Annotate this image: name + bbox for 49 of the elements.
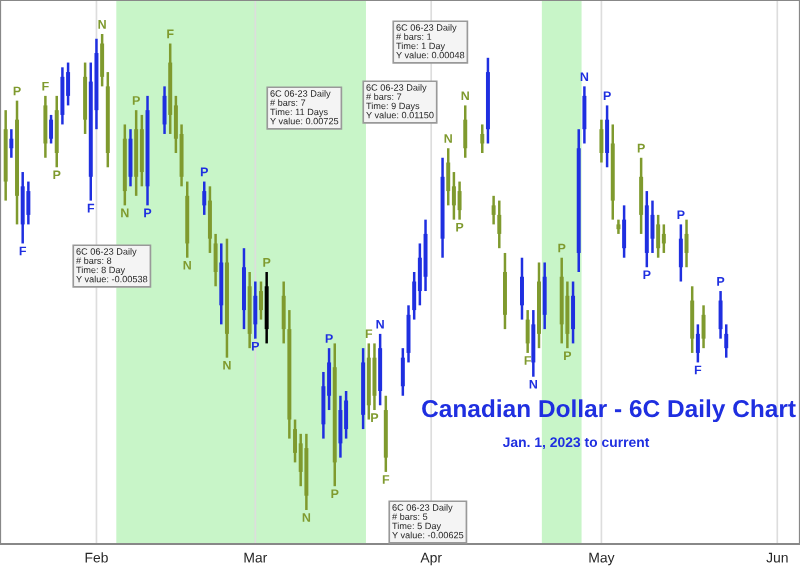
candlestick (502, 251, 507, 331)
candlestick (162, 85, 167, 136)
candlestick (695, 323, 700, 364)
candlestick (20, 170, 25, 245)
candlestick (701, 304, 706, 350)
candlestick (571, 280, 576, 345)
candlestick (661, 223, 666, 255)
candlestick (457, 180, 462, 221)
candlestick (15, 99, 20, 226)
candlestick (639, 156, 644, 236)
candlestick (54, 94, 59, 169)
candlestick (60, 66, 65, 126)
candlestick (644, 189, 649, 269)
candlestick (678, 223, 683, 283)
candlestick (622, 204, 627, 259)
candlestick (520, 256, 524, 321)
candlestick (531, 308, 536, 378)
candlestick (690, 285, 695, 355)
candlestick (9, 127, 14, 160)
candlestick (264, 270, 269, 345)
candlestick (559, 256, 564, 345)
candlestick (259, 280, 263, 321)
candlestick (304, 432, 309, 512)
candlestick (338, 394, 343, 459)
candlestick (599, 118, 604, 164)
candlestick (525, 308, 530, 355)
candlestick (542, 261, 547, 331)
candlestick (366, 342, 371, 421)
candlestick (83, 61, 88, 136)
candlestick (537, 261, 541, 350)
candlestick (656, 213, 661, 259)
candlestick (202, 180, 207, 217)
candlestick (49, 113, 54, 145)
candlestick (139, 113, 144, 188)
candlestick (463, 104, 468, 160)
text: Canadian Dollar - 6C Daily Chart (422, 399, 796, 423)
candlestick (497, 199, 502, 250)
candlestick (684, 218, 689, 269)
candlestick (241, 246, 246, 331)
candlestick (378, 332, 383, 407)
candlestick (253, 280, 258, 340)
candlestick (43, 94, 48, 160)
candlestick (372, 342, 377, 412)
candlestick (383, 394, 388, 474)
candlestick (480, 123, 485, 155)
candlestick (247, 270, 252, 350)
candlestick (605, 104, 610, 169)
candlestick (219, 242, 224, 326)
candlestick (134, 108, 139, 198)
